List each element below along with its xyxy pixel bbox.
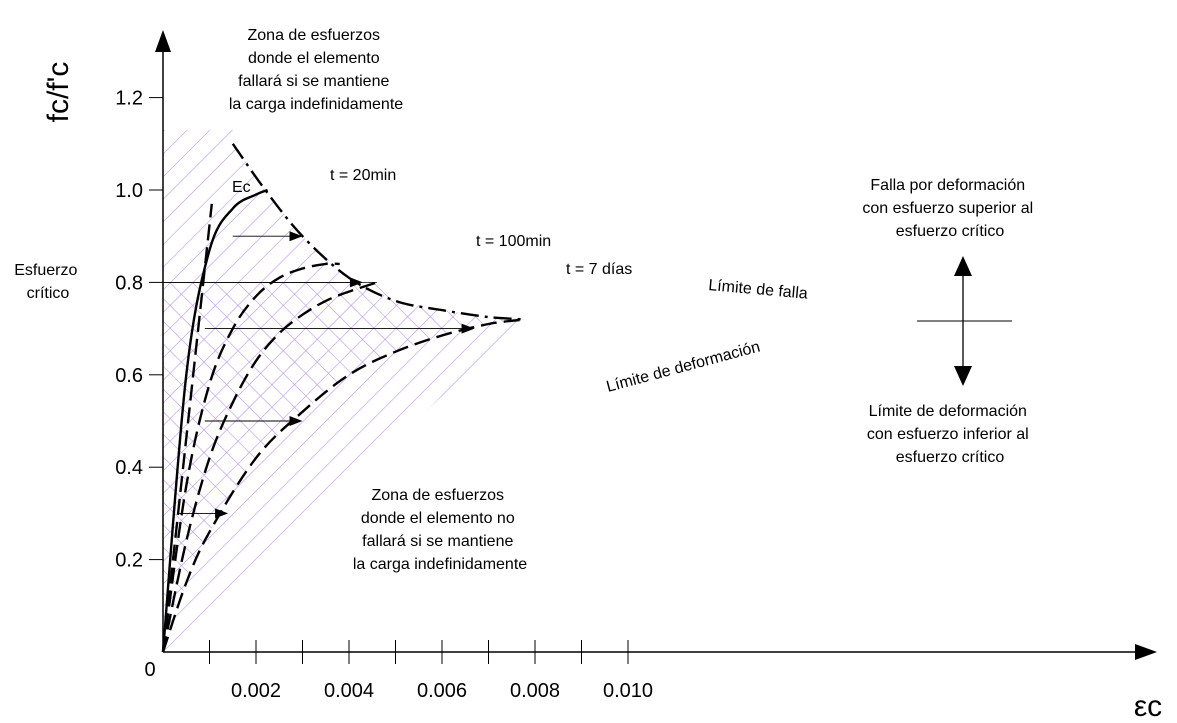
y-tick-label: 0.8 (115, 272, 143, 294)
y-tick-label: 0.4 (115, 457, 143, 479)
x-tick-label: 0.010 (603, 680, 653, 702)
y-tick-label: 1.0 (115, 180, 143, 202)
axes: 0.2 0.4 0.6 0.8 1.0 1.2 0.002 0.004 0.006 0.008 0.… (115, 30, 1157, 702)
y-tick-label: 0.6 (115, 365, 143, 387)
x-tick-label: 0.002 (231, 680, 281, 702)
lower-crosshatch-region (163, 282, 526, 652)
right-side-annotation: Falla por deformación con esfuerzo super… (862, 177, 1037, 466)
down-arrow-head (954, 366, 972, 386)
hatched-regions (163, 129, 526, 652)
series-line-t-100min (161, 262, 340, 653)
creep-arrow-head (289, 231, 303, 242)
failure-zone-label: Zona de esfuerzos donde el elemento fall… (229, 27, 403, 113)
right-lower-label: Límite de deformación con esfuerzo infer… (867, 403, 1033, 466)
safe-zone-label: Zona de esfuerzos donde el elemento no f… (353, 487, 527, 573)
fail-limit-label: Límite de falla (708, 277, 809, 303)
y-tick-label: 0.2 (115, 550, 143, 572)
critical-stress-label: Esfuerzo crítico (14, 262, 82, 302)
origin-label: 0 (144, 659, 155, 681)
x-tick-label: 0.006 (417, 680, 467, 702)
up-arrow-head (954, 256, 972, 276)
series-line-t-7-d-as (161, 281, 378, 653)
x-tick-label: 0.008 (510, 680, 560, 702)
x-axis-label: εc (1134, 690, 1162, 723)
y-axis-arrowhead (155, 30, 171, 52)
x-axis-arrowhead (1135, 644, 1157, 660)
series-line-t-20min (161, 188, 269, 653)
ec-label: Ec (232, 179, 251, 196)
y-axis-label: fc/f'c (42, 62, 75, 123)
t100-label: t = 100min (476, 233, 551, 250)
t20-label: t = 20min (330, 167, 396, 184)
deform-limit-label: Límite de deformación (605, 338, 762, 395)
series-line-l-mite-de-falla (231, 143, 526, 321)
t7-label: t = 7 días (566, 261, 632, 278)
series-lines (161, 143, 526, 653)
y-tick-label: 1.2 (115, 88, 143, 110)
creep-arrow-head (289, 416, 303, 426)
right-upper-label: Falla por deformación con esfuerzo super… (862, 177, 1037, 240)
series-line-l-mite-de-deformaci-n (161, 318, 526, 653)
x-tick-label: 0.004 (324, 680, 374, 702)
upper-hatch-region (163, 129, 526, 652)
